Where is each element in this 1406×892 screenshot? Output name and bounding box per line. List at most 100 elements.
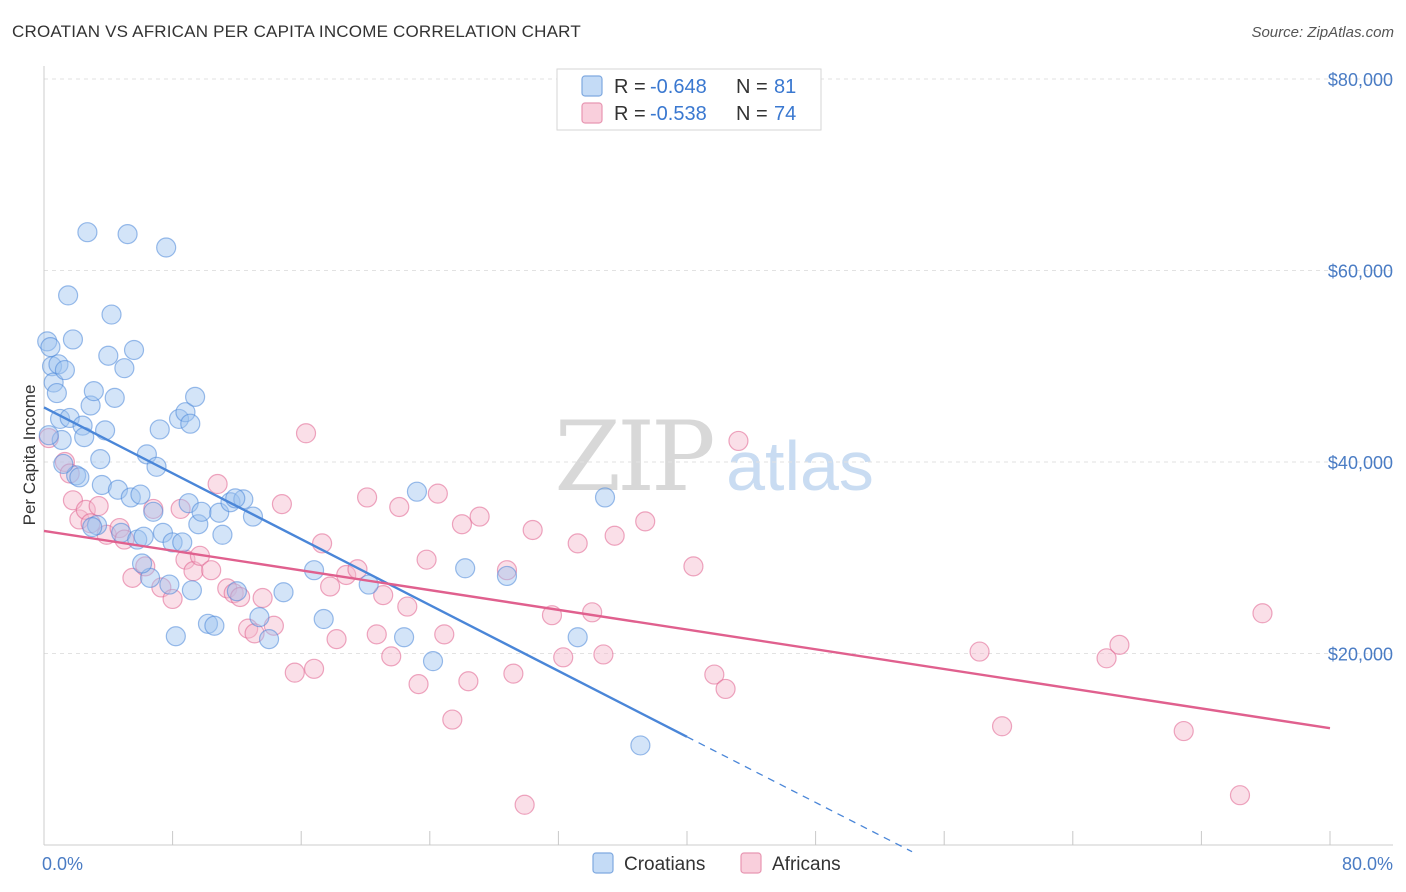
data-point-croatians	[630, 735, 651, 756]
grid	[44, 78, 1393, 654]
x-tick-label: 80.0%	[1342, 854, 1393, 874]
watermark-zip: ZIP	[554, 401, 713, 513]
data-point-croatians	[156, 237, 177, 258]
data-point-africans	[201, 560, 222, 581]
data-point-croatians	[594, 487, 616, 508]
data-point-africans	[416, 549, 437, 570]
data-point-africans	[357, 487, 378, 508]
data-point-croatians	[422, 651, 444, 672]
data-point-africans	[1229, 785, 1251, 806]
trend-line-extension-croatians	[686, 736, 913, 853]
data-point-croatians	[101, 304, 122, 325]
y-tick-label: $80,000	[1328, 70, 1393, 90]
y-tick-labels: $20,000 $40,000 $60,000 $80,000	[1328, 70, 1393, 665]
legend-swatch-croatians	[581, 75, 603, 97]
data-point-croatians	[159, 574, 180, 595]
data-point-croatians	[143, 501, 164, 522]
data-point-africans	[582, 602, 603, 623]
data-point-croatians	[226, 581, 247, 602]
legend-n-label: N =	[736, 76, 768, 98]
data-points	[37, 222, 1273, 815]
data-point-croatians	[567, 627, 588, 648]
data-point-croatians	[146, 456, 167, 477]
data-point-croatians	[209, 502, 230, 523]
legend-bottom-swatch-croatians	[592, 852, 614, 874]
data-point-croatians	[82, 517, 103, 538]
trend-line-africans	[43, 529, 1331, 730]
data-point-africans	[295, 423, 317, 444]
data-point-croatians	[48, 354, 69, 375]
data-point-croatians	[130, 484, 151, 505]
data-point-croatians	[117, 224, 138, 245]
data-point-africans	[458, 671, 479, 692]
data-point-africans	[1173, 720, 1194, 742]
legend-n-label: N =	[736, 103, 768, 125]
data-point-africans	[704, 664, 725, 685]
data-point-croatians	[149, 419, 170, 440]
data-point-africans	[427, 483, 448, 504]
y-axis-title: Per Capita Income	[20, 385, 39, 526]
data-point-croatians	[37, 331, 58, 352]
data-point-africans	[223, 583, 244, 604]
legend-swatch-africans	[581, 102, 603, 124]
data-point-africans	[514, 794, 535, 815]
data-point-croatians	[393, 627, 415, 648]
data-point-croatians	[66, 465, 87, 486]
data-point-croatians	[53, 453, 74, 475]
data-point-croatians	[249, 607, 270, 628]
legend-bottom-swatch-africans	[740, 852, 762, 874]
data-point-croatians	[175, 402, 196, 423]
data-point-croatians	[98, 345, 119, 366]
data-point-africans	[593, 644, 614, 665]
data-point-croatians	[273, 582, 294, 603]
data-point-africans	[381, 646, 402, 667]
data-point-africans	[284, 662, 305, 683]
data-point-africans	[326, 629, 347, 650]
data-point-africans	[366, 624, 387, 645]
data-point-africans	[469, 506, 490, 527]
legend-bottom: Croatians Africans	[592, 852, 841, 875]
data-point-croatians	[406, 481, 428, 502]
chart-title: CROATIAN VS AFRICAN PER CAPITA INCOME CO…	[12, 22, 581, 41]
data-point-croatians	[46, 382, 67, 404]
data-point-africans	[408, 674, 429, 695]
axes	[43, 66, 1393, 846]
data-point-africans	[88, 495, 109, 517]
source-credit: Source: ZipAtlas.com	[1251, 24, 1394, 41]
data-point-africans	[715, 678, 736, 700]
data-point-africans	[1252, 603, 1273, 624]
y-tick-label: $60,000	[1328, 262, 1393, 282]
data-point-africans	[451, 514, 473, 535]
data-point-croatians	[90, 449, 111, 470]
data-point-africans	[320, 576, 341, 597]
data-point-africans	[522, 519, 543, 541]
data-point-croatians	[172, 532, 193, 553]
data-point-africans	[683, 556, 704, 577]
data-point-africans	[1096, 648, 1117, 669]
data-point-africans	[553, 647, 574, 668]
legend-bottom-label-croatians: Croatians	[624, 854, 705, 875]
legend-n-value: 74	[774, 103, 796, 125]
data-point-croatians	[185, 386, 206, 407]
legend-r-value: -0.538	[650, 103, 707, 125]
data-point-africans	[389, 496, 410, 518]
data-point-croatians	[181, 580, 202, 601]
legend-n-value: 81	[774, 76, 796, 98]
data-point-croatians	[83, 381, 104, 402]
data-point-africans	[604, 525, 625, 546]
trend-lines	[43, 406, 1331, 853]
data-point-croatians	[104, 387, 125, 408]
data-point-africans	[969, 641, 990, 662]
data-point-africans	[496, 560, 518, 581]
data-point-croatians	[131, 553, 153, 574]
legend-r-label: R =	[614, 103, 646, 125]
legend-top-row-croatians: R = -0.648 N = 81	[581, 75, 796, 98]
data-point-africans	[503, 663, 524, 684]
data-point-croatians	[191, 501, 212, 522]
data-point-croatians	[51, 429, 72, 451]
data-point-croatians	[38, 425, 59, 446]
data-point-africans	[135, 556, 156, 577]
data-point-africans	[373, 584, 394, 606]
data-point-croatians	[258, 629, 280, 650]
